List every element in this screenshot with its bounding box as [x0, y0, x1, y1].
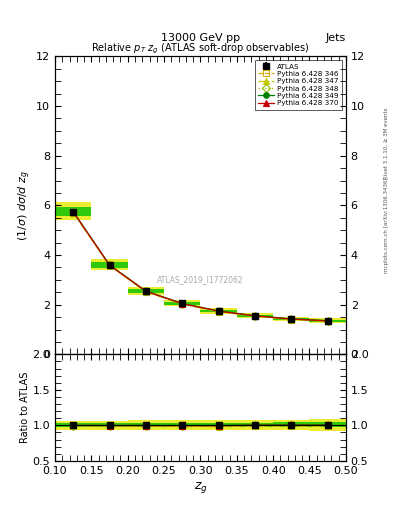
Pythia 6.428 348 [216, 308, 221, 314]
Pythia 6.428 370 [325, 318, 330, 324]
Text: 13000 GeV pp: 13000 GeV pp [161, 33, 240, 43]
Pythia 6.428 348 [289, 316, 294, 322]
Pythia 6.428 347 [71, 210, 75, 216]
Pythia 6.428 370 [71, 209, 75, 215]
Pythia 6.428 370 [253, 313, 257, 319]
Pythia 6.428 370 [289, 316, 294, 322]
Pythia 6.428 346 [253, 313, 257, 319]
Pythia 6.428 347 [180, 301, 185, 307]
Pythia 6.428 370 [143, 288, 148, 294]
Text: Jets: Jets [325, 33, 346, 43]
Pythia 6.428 347 [325, 318, 330, 325]
Text: mcplots.cern.ch [arXiv:1306.3436]: mcplots.cern.ch [arXiv:1306.3436] [384, 178, 389, 273]
Pythia 6.428 349 [216, 308, 221, 314]
Pythia 6.428 346 [289, 316, 294, 323]
Y-axis label: Ratio to ATLAS: Ratio to ATLAS [20, 372, 29, 443]
Pythia 6.428 349 [143, 288, 148, 294]
Pythia 6.428 348 [143, 288, 148, 294]
Pythia 6.428 349 [289, 316, 294, 322]
Text: ATLAS_2019_I1772062: ATLAS_2019_I1772062 [157, 275, 244, 284]
Pythia 6.428 348 [71, 209, 75, 215]
Pythia 6.428 349 [71, 208, 75, 215]
Pythia 6.428 349 [325, 317, 330, 324]
Pythia 6.428 347 [253, 313, 257, 319]
Text: Rivet 3.1.10, ≥ 3M events: Rivet 3.1.10, ≥ 3M events [384, 108, 389, 179]
X-axis label: $z_g$: $z_g$ [193, 480, 208, 495]
Pythia 6.428 348 [253, 313, 257, 319]
Pythia 6.428 347 [107, 263, 112, 269]
Pythia 6.428 346 [325, 318, 330, 324]
Pythia 6.428 347 [289, 316, 294, 323]
Pythia 6.428 370 [216, 308, 221, 314]
Pythia 6.428 370 [180, 301, 185, 307]
Pythia 6.428 349 [253, 312, 257, 318]
Pythia 6.428 346 [143, 288, 148, 294]
Pythia 6.428 370 [107, 262, 112, 268]
Y-axis label: $(1/\sigma)$ $d\sigma/d$ $z_g$: $(1/\sigma)$ $d\sigma/d$ $z_g$ [17, 170, 33, 241]
Pythia 6.428 347 [143, 289, 148, 295]
Line: Pythia 6.428 347: Pythia 6.428 347 [70, 210, 331, 324]
Pythia 6.428 346 [107, 262, 112, 268]
Line: Pythia 6.428 346: Pythia 6.428 346 [70, 209, 331, 324]
Pythia 6.428 347 [216, 309, 221, 315]
Pythia 6.428 349 [107, 262, 112, 268]
Pythia 6.428 346 [71, 209, 75, 216]
Pythia 6.428 346 [180, 301, 185, 307]
Legend: ATLAS, Pythia 6.428 346, Pythia 6.428 347, Pythia 6.428 348, Pythia 6.428 349, P: ATLAS, Pythia 6.428 346, Pythia 6.428 34… [255, 60, 342, 110]
Pythia 6.428 348 [325, 318, 330, 324]
Title: Relative $p_T$ $z_g$ (ATLAS soft-drop observables): Relative $p_T$ $z_g$ (ATLAS soft-drop ob… [91, 41, 310, 56]
Line: Pythia 6.428 348: Pythia 6.428 348 [70, 209, 331, 324]
Line: Pythia 6.428 349: Pythia 6.428 349 [70, 209, 331, 324]
Pythia 6.428 348 [180, 301, 185, 307]
Pythia 6.428 346 [216, 308, 221, 314]
Pythia 6.428 349 [180, 301, 185, 307]
Pythia 6.428 348 [107, 262, 112, 268]
Line: Pythia 6.428 370: Pythia 6.428 370 [70, 209, 331, 324]
